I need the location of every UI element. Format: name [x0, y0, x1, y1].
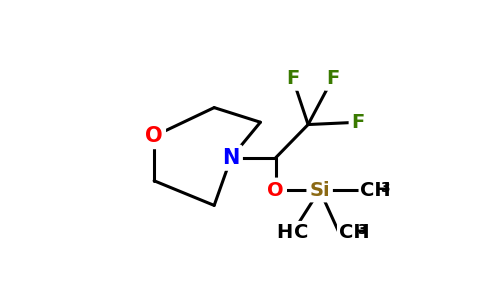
Text: N: N — [223, 148, 240, 168]
Text: 3: 3 — [380, 181, 390, 195]
Text: H: H — [276, 223, 293, 242]
Text: Si: Si — [309, 181, 330, 200]
Text: CH: CH — [339, 223, 370, 242]
Text: C: C — [294, 223, 309, 242]
Text: O: O — [145, 126, 163, 146]
Text: CH: CH — [361, 181, 391, 200]
Text: 3: 3 — [357, 223, 367, 237]
Text: F: F — [326, 69, 339, 88]
Text: F: F — [351, 113, 365, 132]
Text: F: F — [286, 69, 299, 88]
Text: O: O — [268, 181, 284, 200]
Text: 3: 3 — [293, 230, 302, 244]
